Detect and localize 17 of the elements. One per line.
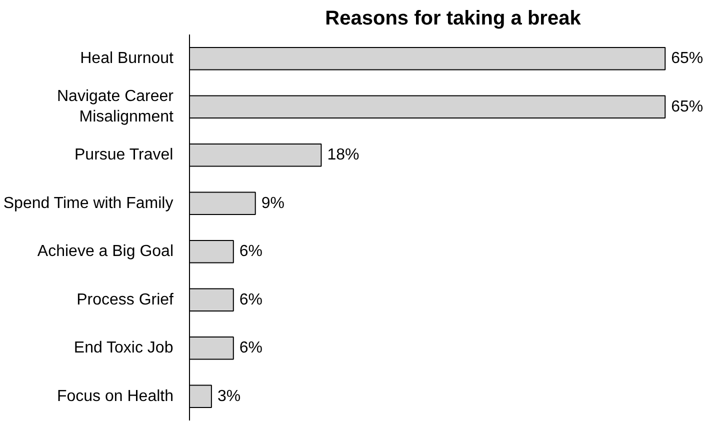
data-label: 65% xyxy=(671,50,704,68)
data-label: 65% xyxy=(671,98,704,116)
chart-title: Reasons for taking a break xyxy=(325,8,582,30)
data-label: 6% xyxy=(239,291,263,308)
data-label: 6% xyxy=(239,340,263,357)
y-tick-label: Heal Burnout xyxy=(80,50,174,68)
y-tick-label: Focus on Health xyxy=(56,388,174,405)
data-label: 9% xyxy=(261,194,284,212)
y-tick-label: End Toxic Job xyxy=(74,340,174,357)
data-label: 3% xyxy=(217,388,241,405)
y-tick-label: Spend Time with Family xyxy=(3,194,174,212)
data-label: 6% xyxy=(239,243,263,260)
y-tick-label: Pursue Travel xyxy=(74,146,174,164)
y-tick-label: Navigate Career Misalignment xyxy=(57,88,174,126)
data-label: 18% xyxy=(327,146,360,164)
y-tick-label: Achieve a Big Goal xyxy=(37,243,174,260)
y-tick-label: Process Grief xyxy=(76,291,174,308)
